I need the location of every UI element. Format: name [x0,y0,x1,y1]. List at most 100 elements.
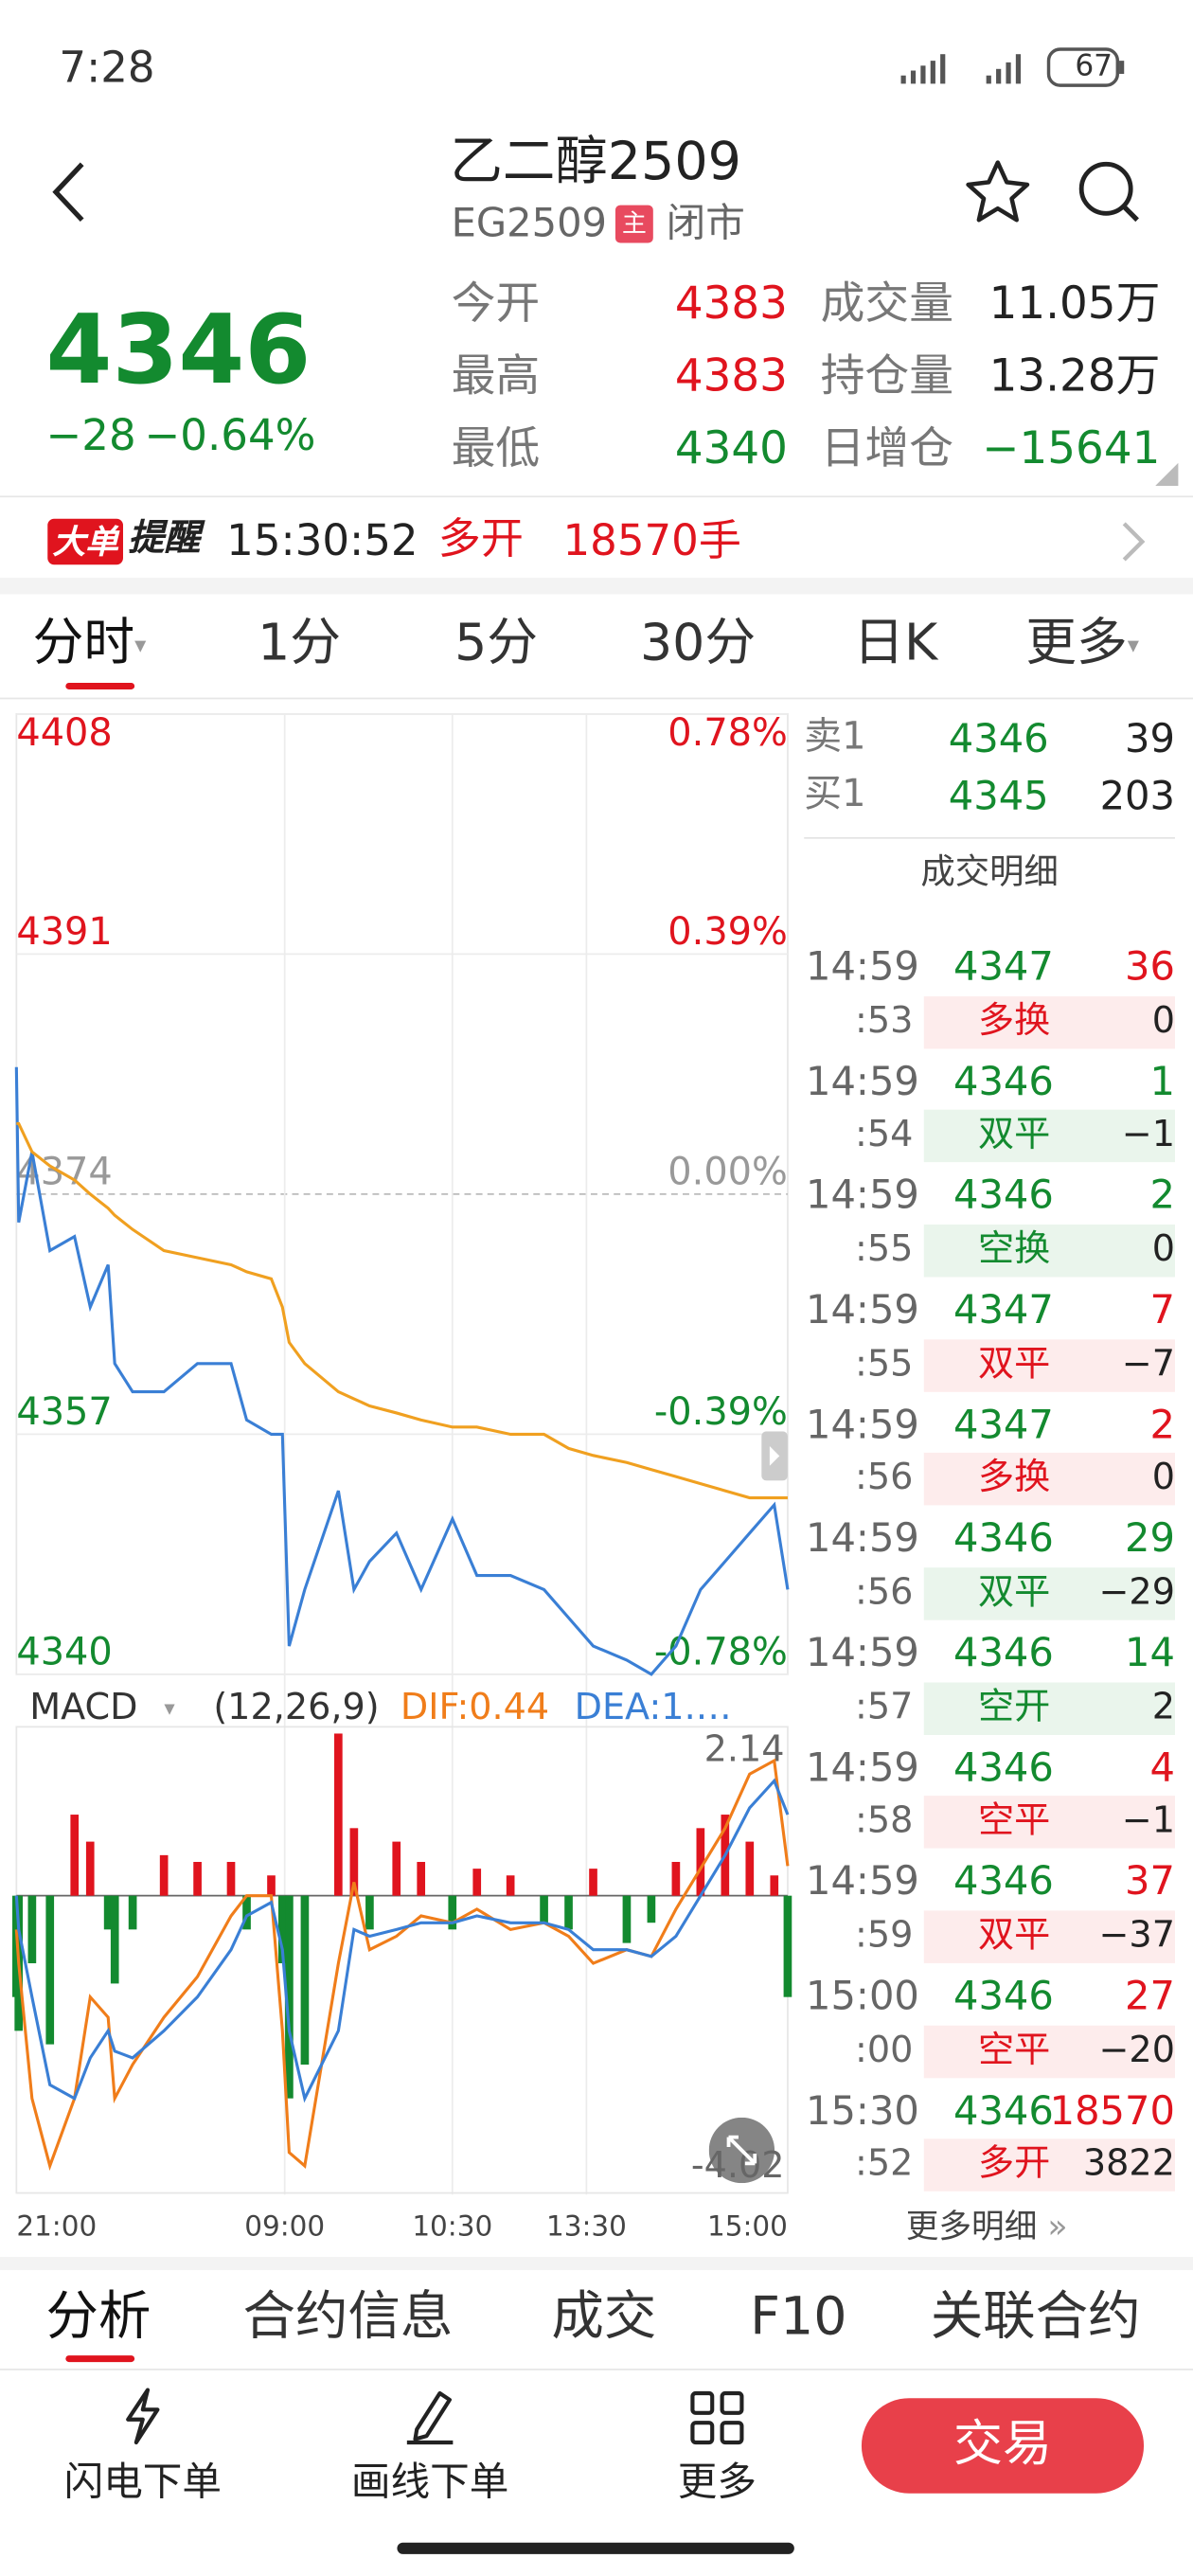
legend-entry: DIF:0.44 [401,1686,549,1727]
trade-change: −20 [1098,2030,1175,2071]
battery-level: 67 [1075,48,1113,84]
bottom-tab[interactable]: 成交 [551,2284,657,2348]
trade-type: 空开 [977,1687,1051,1728]
expand-button[interactable] [708,2117,775,2184]
stat-value: −15641 [982,423,1161,474]
stat-label: 成交量 [820,278,953,331]
period-tab[interactable]: 5分 [454,614,539,673]
period-tab[interactable]: 1分 [258,614,342,673]
period-tab[interactable]: 分时▾ [32,614,147,673]
legend-entry: DEA:1.… [575,1686,732,1727]
corner-mark [1155,462,1179,487]
trade-second: :53 [854,1000,914,1043]
more-trades-label[interactable]: 更多明细 [905,2206,1038,2246]
more-icon[interactable] [689,2390,745,2446]
macd-bar [128,1895,137,1930]
macd-bar [647,1895,656,1923]
trade-price: 4346 [953,1172,1054,1219]
alert-time: 15:30:52 [226,516,418,566]
trade-type-bg [923,1567,1175,1620]
macd-bar [45,1895,55,2045]
y2-tick-label: -0.39% [654,1390,788,1434]
toolbar-label[interactable]: 画线下单 [350,2459,509,2505]
macd-bar [334,1733,343,1896]
trade-price: 4346 [953,1973,1054,2019]
trade-change: −1 [1121,1800,1175,1843]
trade-change: 0 [1151,1229,1175,1271]
trade-second: :57 [854,1687,914,1728]
trade-type: 空换 [977,1229,1051,1271]
toolbar-label[interactable]: 闪电下单 [63,2459,222,2505]
trade-second: :59 [854,1915,914,1957]
home-indicator [397,2542,794,2554]
toolbar-label[interactable]: 更多 [677,2459,757,2505]
trade-volume: 18570 [1049,2086,1175,2134]
trade-volume: 2 [1149,1172,1175,1219]
bottom-tab[interactable]: 关联合约 [930,2284,1141,2348]
trade-price: 4347 [953,1401,1054,1447]
trade-change: −7 [1121,1344,1175,1386]
trade-time: 15:00 [806,1973,919,2019]
last-price: 4346 [45,294,312,406]
macd-bar [85,1841,95,1896]
book-label: 卖1 [804,715,866,759]
flash-icon[interactable] [118,2387,168,2445]
macd-params: (12,26,9) [213,1686,379,1727]
trade-type: 空平 [977,1800,1051,1843]
side-handle[interactable] [761,1431,788,1481]
period-tab[interactable]: 30分 [639,614,757,673]
period-tab[interactable]: 更多▾ [1025,614,1139,673]
stat-value: 4383 [674,350,788,402]
trade-type-bg [923,1681,1175,1735]
trade-volume: 14 [1125,1629,1175,1676]
trade-type-bg [923,1910,1175,1963]
period-tab[interactable]: 日K [853,614,938,673]
trade-time: 14:59 [806,1058,919,1104]
clock: 7:28 [59,44,155,94]
main-badge: 主 [614,205,653,243]
draw-icon[interactable] [403,2387,455,2445]
trade-time: 14:59 [806,1172,919,1219]
trade-type: 双平 [977,1572,1051,1614]
macd-bar [671,1862,681,1896]
price-line [14,1066,790,1676]
trade-second: :58 [854,1800,914,1843]
macd-bar [70,1815,80,1896]
stat-label: 今开 [451,278,541,331]
alert-chevron[interactable] [1116,519,1149,565]
trade-type: 双平 [977,1915,1051,1957]
macd-bar [300,1895,310,2066]
trade-type-bg [923,1225,1175,1278]
book-volume: 39 [1125,715,1175,762]
stat-label: 日增仓 [820,423,953,474]
dropdown-arrow: ▾ [134,633,147,659]
y-tick-label: 4408 [16,711,112,755]
bottom-tab[interactable]: F10 [750,2284,847,2348]
alert-action: 多开 [437,515,524,565]
macd-bar [564,1895,573,1930]
macd-bar [770,1875,779,1896]
divider [0,697,1193,700]
stat-label: 最高 [451,350,541,402]
trade-time: 14:59 [806,1286,919,1333]
y2-tick-label: 0.39% [668,910,788,954]
back-button[interactable] [43,157,92,226]
more-trades[interactable]: 更多明细 » [905,2206,1068,2246]
divider [0,2369,1193,2370]
trade-button[interactable]: 交易 [861,2398,1145,2494]
macd-bar [159,1854,169,1896]
macd-bar [193,1862,202,1896]
bottom-tab[interactable]: 分析 [45,2284,151,2348]
separator [0,578,1193,595]
macd-bar [417,1862,426,1896]
book-price: 4346 [948,715,1049,762]
y2-tick-label: 0.00% [668,1151,788,1194]
macd-bar [540,1895,548,1923]
search-button[interactable] [1075,157,1144,226]
favorite-button[interactable] [962,157,1034,226]
bottom-tab[interactable]: 合约信息 [242,2284,454,2348]
stat-value: 4340 [674,423,788,474]
trade-type-bg [923,995,1175,1049]
